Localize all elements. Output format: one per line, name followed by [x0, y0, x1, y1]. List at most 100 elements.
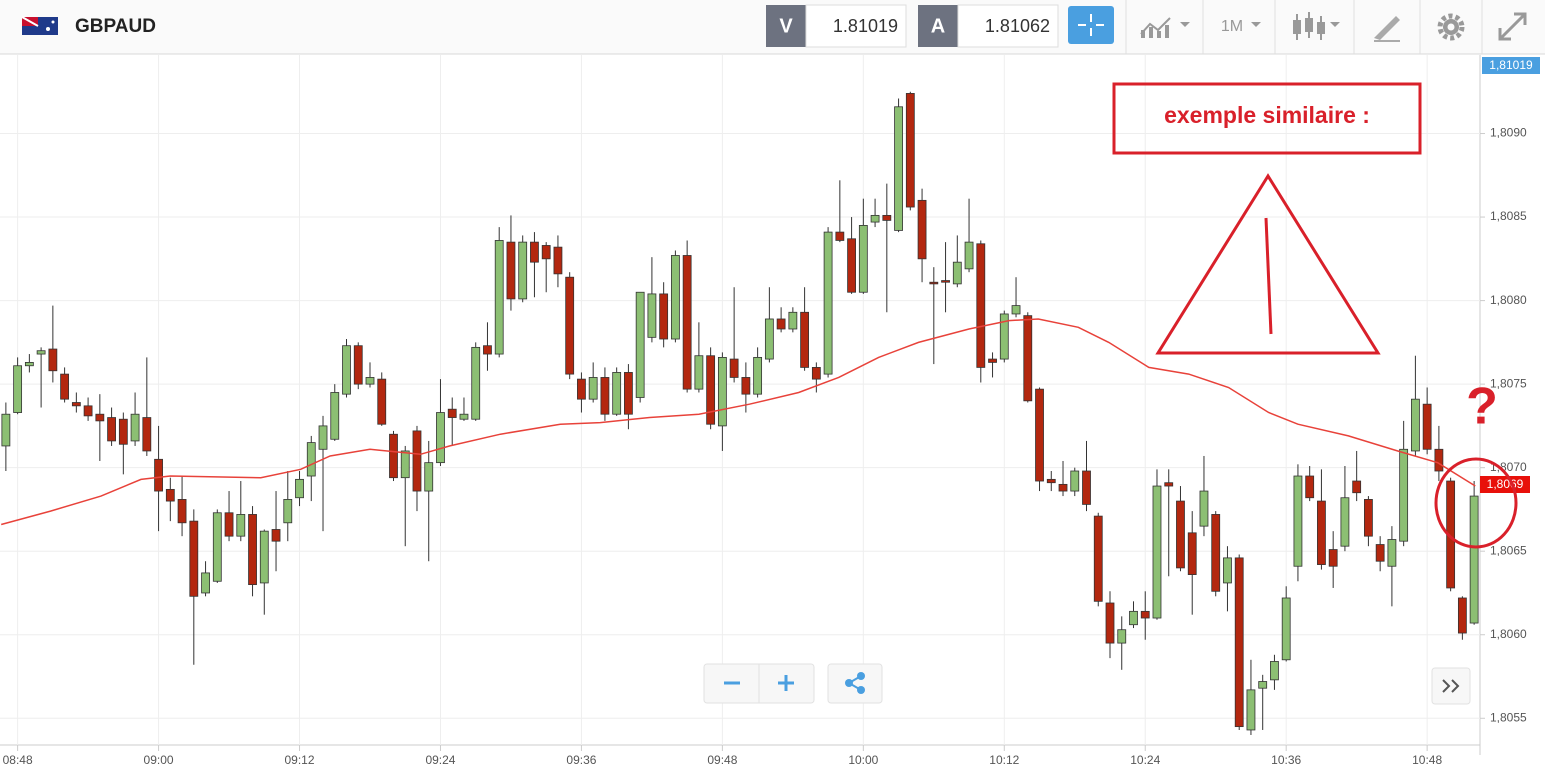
candle-body	[271, 529, 281, 542]
candle-body	[1387, 539, 1397, 567]
candle-body	[823, 231, 833, 375]
candle-body	[1046, 478, 1056, 484]
x-tick-label: 10:24	[1130, 753, 1160, 767]
candle-body	[753, 356, 763, 395]
candle-body	[1176, 500, 1185, 569]
candle-body	[1234, 557, 1244, 728]
fullscreen-button[interactable]	[1498, 12, 1527, 41]
warning-mark	[1264, 217, 1273, 335]
sell-label[interactable]: V	[779, 15, 793, 37]
candle-body	[107, 417, 116, 442]
candle-body	[1328, 549, 1338, 567]
candle-body	[1070, 470, 1080, 492]
candle-body	[24, 362, 34, 367]
candle-body	[1246, 689, 1256, 731]
candle-body	[647, 293, 657, 338]
candle-body	[1352, 480, 1362, 494]
candle-body	[330, 392, 340, 440]
candle-body	[165, 488, 175, 502]
candle-body	[858, 225, 868, 293]
candle-body	[506, 241, 516, 300]
candle-body	[189, 520, 199, 597]
candle-body	[1281, 597, 1291, 661]
x-tick-label: 10:48	[1412, 753, 1442, 767]
candle-body	[835, 231, 845, 241]
candle-body	[1223, 557, 1232, 584]
candle-body	[565, 276, 575, 375]
candle-body	[154, 458, 163, 492]
flag-icon	[21, 16, 58, 35]
candle-body	[13, 365, 23, 413]
candle-body	[518, 241, 528, 300]
candle-body	[847, 238, 856, 293]
candle-body	[412, 430, 422, 492]
candle-body	[1340, 497, 1350, 547]
candle-body	[1105, 602, 1115, 644]
candle-body	[494, 240, 504, 355]
candle-body	[917, 199, 927, 260]
candle-body	[1422, 403, 1432, 450]
question-mark: ?	[1466, 378, 1498, 436]
timeframe[interactable]: 1M	[1221, 18, 1243, 35]
zoom-controls	[703, 663, 1471, 705]
candle-body	[1093, 515, 1103, 602]
sell-button[interactable]	[766, 5, 806, 47]
x-tick-label: 10:36	[1271, 753, 1301, 767]
candle-body	[952, 261, 962, 285]
candle-body	[600, 377, 610, 415]
bid-tag-label: 1,81019	[1489, 58, 1533, 72]
chart-type-button[interactable]	[1140, 17, 1190, 38]
drawing-button[interactable]	[1374, 16, 1400, 42]
buy-button[interactable]	[918, 5, 958, 47]
zoom-in-button[interactable]	[778, 675, 794, 691]
candle-body	[306, 442, 316, 477]
candle-body	[1293, 475, 1303, 567]
candle-body	[377, 378, 387, 425]
candle-body	[541, 245, 551, 260]
candle-body	[776, 318, 786, 330]
candle-body	[1305, 475, 1315, 499]
candle-body	[259, 530, 269, 584]
candle-body	[342, 345, 351, 395]
candle-body	[224, 512, 234, 537]
candle-body	[800, 311, 810, 368]
x-tick-label: 09:12	[285, 753, 315, 767]
annotation-text: exemple similaire :	[1164, 102, 1370, 128]
candle-body	[483, 345, 492, 355]
candle-body	[976, 243, 986, 368]
candle-body	[1317, 500, 1326, 565]
candle-body	[894, 106, 903, 231]
candle-body	[1152, 485, 1162, 619]
x-tick-label: 10:12	[989, 753, 1019, 767]
candle-body	[471, 346, 481, 420]
candle-body	[1164, 482, 1174, 487]
candle-body	[1270, 661, 1279, 681]
x-tick-label: 09:36	[566, 753, 596, 767]
buy-label[interactable]: A	[931, 15, 945, 37]
candle-body	[60, 373, 70, 400]
candle-body	[905, 93, 915, 208]
settings-button[interactable]	[1437, 13, 1465, 41]
x-tick-label: 09:00	[144, 753, 174, 767]
candle-body	[870, 214, 880, 223]
candle-body	[811, 367, 821, 380]
candle-body	[447, 408, 457, 418]
candle-style-button[interactable]	[1293, 12, 1340, 40]
candle-body	[36, 350, 46, 355]
candle-body	[729, 358, 739, 378]
candle-body	[177, 499, 187, 524]
timeframe-caret	[1251, 22, 1261, 27]
candle-body	[1035, 388, 1044, 482]
candle-body	[436, 412, 445, 464]
candle-body	[999, 313, 1009, 360]
candle-body	[1258, 681, 1268, 689]
scroll-right-button[interactable]	[1431, 667, 1471, 705]
candle-body	[212, 512, 222, 582]
share-button[interactable]	[827, 663, 883, 704]
crosshair-button[interactable]	[1068, 6, 1114, 44]
candle-body	[95, 413, 105, 422]
candle-body	[1011, 305, 1021, 315]
candle-body	[248, 514, 257, 586]
